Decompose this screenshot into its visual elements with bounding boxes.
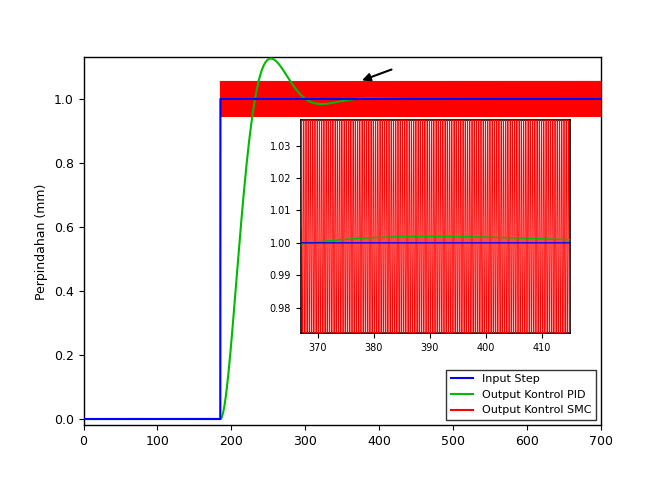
Legend: Input Step, Output Kontrol PID, Output Kontrol SMC: Input Step, Output Kontrol PID, Output K… <box>446 370 596 420</box>
Y-axis label: Perpindahan (mm): Perpindahan (mm) <box>35 183 48 300</box>
